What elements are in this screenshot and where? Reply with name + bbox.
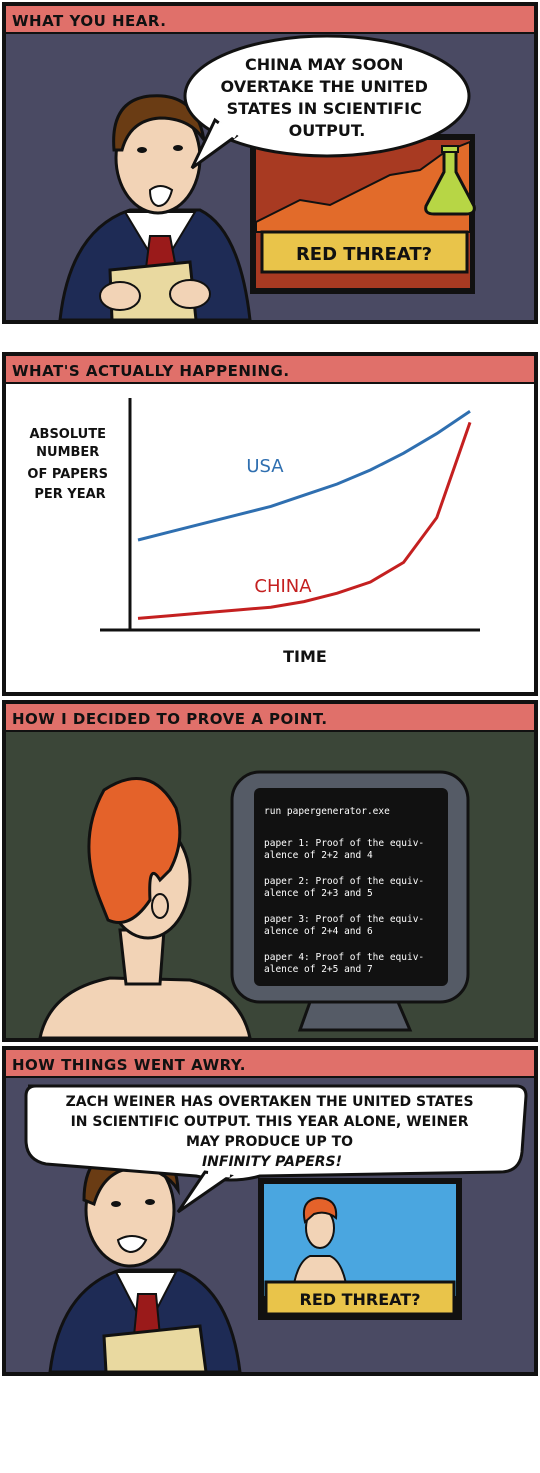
panel-1: WHAT YOU HEAR. RED THREAT? — [2, 2, 538, 324]
speech-line: MAY PRODUCE UP TO — [186, 1134, 353, 1150]
panel-2: WHAT'S ACTUALLY HAPPENING. ABSOLUTE NUMB… — [2, 352, 538, 696]
terminal-line: alence of 2+4 and 6 — [264, 926, 373, 937]
panel-caption: WHAT YOU HEAR. — [12, 12, 166, 30]
news-backdrop: RED THREAT? — [258, 1178, 462, 1320]
series-label-china: CHINA — [254, 576, 312, 597]
terminal-line: alence of 2+2 and 4 — [264, 850, 373, 861]
speech-line: OUTPUT. — [289, 121, 366, 140]
terminal-line: paper 1: Proof of the equiv- — [264, 838, 424, 849]
y-axis-label: ABSOLUTE — [29, 427, 106, 442]
banner-text: RED THREAT? — [300, 1290, 421, 1309]
y-axis-label: OF PAPERS — [27, 467, 108, 482]
terminal-line: paper 2: Proof of the equiv- — [264, 876, 424, 887]
series-label-usa: USA — [246, 456, 284, 477]
terminal-line: alence of 2+3 and 5 — [264, 888, 373, 899]
panel-caption: WHAT'S ACTUALLY HAPPENING. — [12, 362, 290, 380]
terminal-line: paper 3: Proof of the equiv- — [264, 914, 424, 925]
panel-caption: HOW THINGS WENT AWRY. — [12, 1056, 246, 1074]
speech-line: CHINA MAY SOON — [245, 55, 403, 74]
news-backdrop: RED THREAT? — [250, 134, 475, 294]
panel-3: HOW I DECIDED TO PROVE A POINT. run pape… — [2, 700, 538, 1042]
terminal-line: paper 4: Proof of the equiv- — [264, 952, 424, 963]
banner-text: RED THREAT? — [296, 244, 432, 265]
speech-line: OVERTAKE THE UNITED — [221, 77, 428, 96]
panel-caption: HOW I DECIDED TO PROVE A POINT. — [12, 710, 328, 728]
y-axis-label: PER YEAR — [34, 487, 105, 502]
terminal-command: run papergenerator.exe — [264, 806, 390, 817]
terminal-line: alence of 2+5 and 7 — [264, 964, 373, 975]
speech-line: IN SCIENTIFIC OUTPUT. THIS YEAR ALONE, W… — [71, 1114, 469, 1130]
panel-4: HOW THINGS WENT AWRY. RED THREAT? — [2, 1046, 538, 1376]
y-axis-label: NUMBER — [36, 445, 99, 460]
speech-line: STATES IN SCIENTIFIC — [227, 99, 422, 118]
x-axis-label: TIME — [283, 647, 327, 666]
speech-line: ZACH WEINER HAS OVERTAKEN THE UNITED STA… — [66, 1094, 474, 1110]
speech-line-emphasis: INFINITY PAPERS! — [202, 1154, 342, 1170]
